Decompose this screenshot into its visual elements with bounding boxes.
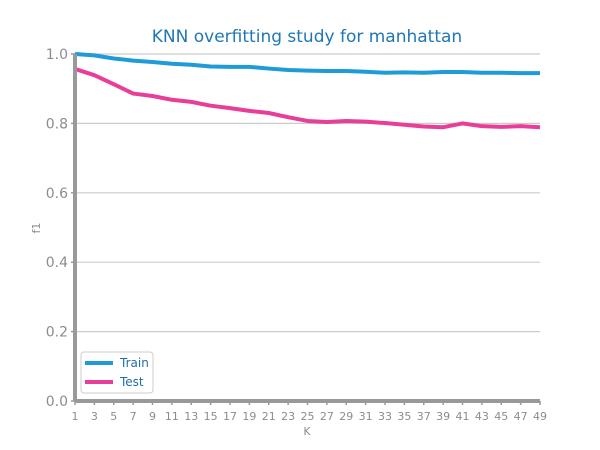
x-tick-label: 41 (456, 410, 470, 423)
x-tick-label: 25 (301, 410, 315, 423)
y-tick-label: 1.0 (46, 47, 68, 63)
legend: Train Test (80, 351, 154, 394)
x-tick-label: 49 (533, 410, 547, 423)
y-tick-label: 0.0 (46, 394, 68, 410)
series-line-train (74, 52, 540, 76)
x-tick-label: 33 (378, 410, 392, 423)
chart-title: KNN overfitting study for manhattan (152, 27, 462, 47)
x-tick-label: 31 (359, 410, 373, 423)
x-tick-label: 15 (204, 410, 218, 423)
x-tick-label: 5 (110, 410, 117, 423)
x-tick-label: 47 (514, 410, 528, 423)
x-tick-label: 27 (320, 410, 334, 423)
x-tick-label: 3 (91, 410, 98, 423)
axes (71, 53, 541, 405)
x-tick-label: 29 (339, 410, 353, 423)
x-tick-label: 1 (72, 410, 79, 423)
x-axis-label: K (303, 425, 311, 438)
x-tick-label: 23 (281, 410, 295, 423)
y-tick-label: 0.8 (46, 116, 68, 132)
x-tick-label: 7 (130, 410, 137, 423)
x-tick-label: 45 (494, 410, 508, 423)
series-line-test (74, 67, 541, 130)
x-tick-label: 19 (242, 410, 256, 423)
y-tick-label: 0.2 (46, 325, 68, 341)
grid-lines (75, 53, 540, 402)
y-axis-label: f1 (30, 223, 43, 234)
x-tick-label: 13 (184, 410, 198, 423)
x-tick-label: 43 (475, 410, 489, 423)
x-tick-label: 39 (436, 410, 450, 423)
y-tick-label: 0.6 (46, 186, 68, 202)
tick-labels: 0.00.20.40.60.81.01 3 5 7 9 11 13 15 17 19 21 23 25 2… (46, 47, 547, 423)
legend-label-train: Train (119, 356, 149, 370)
x-tick-label: 9 (149, 410, 156, 423)
x-tick-label: 37 (417, 410, 431, 423)
x-tick-label: 21 (262, 410, 276, 423)
series-lines (74, 52, 541, 130)
x-tick-label: 35 (397, 410, 411, 423)
x-tick-label: 17 (223, 410, 237, 423)
x-tick-label: 11 (165, 410, 179, 423)
y-tick-label: 0.4 (46, 255, 68, 271)
legend-label-test: Test (119, 375, 144, 389)
